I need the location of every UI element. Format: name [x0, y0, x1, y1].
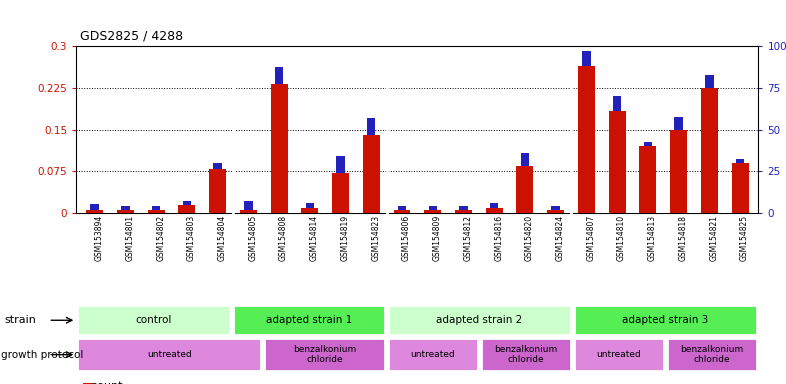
Bar: [367, 118, 376, 135]
Text: growth protocol: growth protocol: [1, 349, 83, 360]
Bar: [148, 210, 164, 213]
Text: adapted strain 1: adapted strain 1: [266, 315, 352, 325]
Bar: [490, 204, 498, 207]
Text: GSM154824: GSM154824: [556, 215, 564, 261]
Bar: [705, 75, 714, 88]
Text: GSM154816: GSM154816: [494, 215, 503, 261]
Text: untreated: untreated: [597, 350, 641, 359]
Bar: [516, 166, 534, 213]
Bar: [644, 142, 652, 146]
Bar: [394, 210, 410, 213]
Bar: [701, 88, 718, 213]
Bar: [301, 207, 318, 213]
Text: GSM154806: GSM154806: [402, 215, 411, 261]
Bar: [574, 338, 664, 371]
Bar: [398, 206, 406, 210]
Bar: [486, 207, 503, 213]
Bar: [578, 66, 595, 213]
Text: adapted strain 2: adapted strain 2: [436, 315, 523, 325]
Bar: [455, 210, 472, 213]
Bar: [363, 135, 380, 213]
Bar: [547, 210, 564, 213]
Text: GSM154812: GSM154812: [464, 215, 472, 261]
Text: GSM154802: GSM154802: [156, 215, 165, 261]
Bar: [209, 169, 226, 213]
Bar: [582, 51, 590, 66]
Bar: [639, 146, 656, 213]
Bar: [78, 338, 261, 371]
Text: GSM154804: GSM154804: [218, 215, 226, 261]
Text: strain: strain: [4, 315, 36, 325]
Bar: [387, 305, 571, 335]
Bar: [608, 111, 626, 213]
Bar: [332, 173, 349, 213]
Bar: [428, 206, 437, 210]
Bar: [613, 96, 622, 111]
Bar: [732, 163, 748, 213]
Text: GSM154801: GSM154801: [126, 215, 134, 261]
Bar: [240, 210, 257, 213]
Text: untreated: untreated: [147, 350, 192, 359]
Bar: [336, 156, 345, 173]
Text: count: count: [84, 381, 123, 384]
Text: GSM154808: GSM154808: [279, 215, 288, 261]
Bar: [674, 117, 683, 130]
Text: GSM154805: GSM154805: [248, 215, 257, 261]
Bar: [306, 204, 314, 207]
Text: untreated: untreated: [410, 350, 455, 359]
Bar: [152, 206, 160, 210]
Bar: [178, 205, 196, 213]
Text: adapted strain 3: adapted strain 3: [623, 315, 709, 325]
Bar: [736, 159, 744, 163]
Bar: [182, 200, 191, 205]
Bar: [275, 67, 283, 84]
Bar: [244, 200, 252, 210]
Text: GSM154821: GSM154821: [709, 215, 718, 261]
Bar: [480, 338, 571, 371]
Text: control: control: [135, 315, 172, 325]
Bar: [459, 206, 468, 210]
Bar: [86, 210, 103, 213]
Text: benzalkonium
chloride: benzalkonium chloride: [494, 345, 557, 364]
Bar: [424, 210, 441, 213]
Text: benzalkonium
chloride: benzalkonium chloride: [292, 345, 356, 364]
Bar: [78, 305, 230, 335]
Text: GSM154818: GSM154818: [678, 215, 688, 261]
Bar: [121, 206, 130, 210]
Bar: [670, 130, 687, 213]
Bar: [520, 153, 529, 166]
Text: GSM154809: GSM154809: [433, 215, 442, 261]
Bar: [574, 305, 757, 335]
Text: GSM154820: GSM154820: [525, 215, 534, 261]
Bar: [270, 84, 288, 213]
Bar: [90, 205, 99, 210]
Text: GDS2825 / 4288: GDS2825 / 4288: [80, 29, 183, 42]
Text: GSM154810: GSM154810: [617, 215, 626, 261]
Bar: [117, 210, 134, 213]
Text: GSM154803: GSM154803: [187, 215, 196, 261]
Bar: [667, 338, 757, 371]
Text: benzalkonium
chloride: benzalkonium chloride: [681, 345, 744, 364]
Text: GSM153894: GSM153894: [94, 215, 104, 261]
Bar: [233, 305, 385, 335]
Bar: [387, 338, 478, 371]
Text: GSM154814: GSM154814: [310, 215, 319, 261]
Bar: [263, 338, 385, 371]
Text: GSM154825: GSM154825: [740, 215, 749, 261]
Bar: [213, 163, 222, 169]
Text: GSM154807: GSM154807: [586, 215, 595, 261]
Text: GSM154823: GSM154823: [371, 215, 380, 261]
Text: GSM154813: GSM154813: [648, 215, 657, 261]
Bar: [552, 206, 560, 210]
Text: GSM154819: GSM154819: [340, 215, 350, 261]
